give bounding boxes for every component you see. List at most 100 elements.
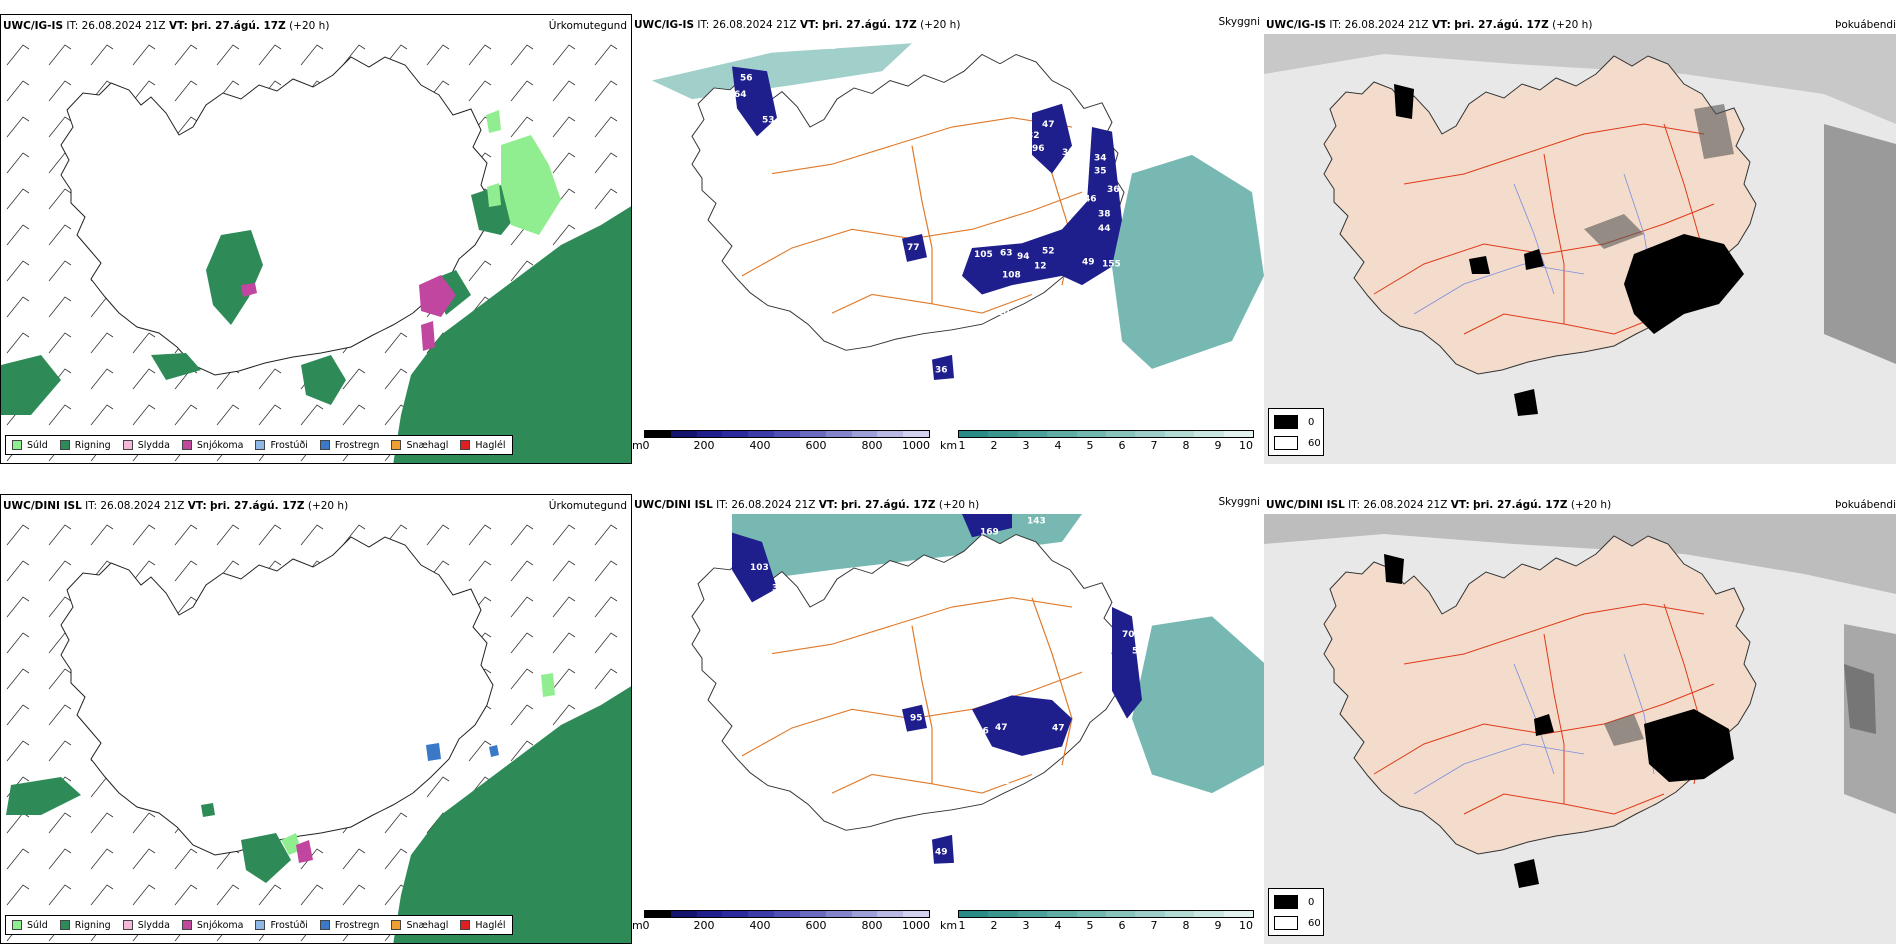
vis-label: 10 xyxy=(997,308,1010,318)
colorbar-segment xyxy=(1194,431,1224,437)
ceiling-colorbar: m 0 200 400 600 800 1000 xyxy=(632,430,932,460)
colorbar-segment xyxy=(1106,911,1136,917)
vis-label: 53 xyxy=(762,116,775,126)
vis-label: 47 xyxy=(1052,724,1065,734)
colorbar-segment xyxy=(959,911,989,917)
visibility-panel-bottom: UWC/DINI ISL IT: 26.08.2024 21Z VT: þri.… xyxy=(632,494,1264,944)
vis-label: 52 xyxy=(1042,247,1055,257)
colorbar-segment xyxy=(645,431,671,437)
vis-label: 44 xyxy=(1098,224,1111,234)
opacity-panel-bottom: UWC/DINI ISL IT: 26.08.2024 21Z VT: þri.… xyxy=(1264,494,1900,944)
colorbar-segment xyxy=(1164,911,1195,917)
colorbar-segment xyxy=(670,431,697,437)
panel-header: UWC/DINI ISL IT: 26.08.2024 21Z VT: þri.… xyxy=(3,500,349,512)
colorbar-segment xyxy=(1017,431,1048,437)
vis-label: 51 xyxy=(997,777,1010,787)
legend-swatch xyxy=(122,440,133,450)
panel-title: Þokuábendi xyxy=(1835,19,1896,31)
legend-item: Snæhagl xyxy=(391,440,448,451)
ceiling-colorbar: m 0 200 400 600 800 1000 xyxy=(632,910,932,940)
legend-item: Frostúði xyxy=(255,440,308,451)
legend-swatch xyxy=(319,440,330,450)
legend-swatch xyxy=(59,920,70,930)
legend-item: 60 xyxy=(1274,916,1321,930)
legend-swatch xyxy=(1274,916,1298,930)
precip-map xyxy=(1,35,631,463)
legend-item: Frostúði xyxy=(255,920,308,931)
colorbar-segment xyxy=(696,911,723,917)
legend-swatch xyxy=(1274,436,1298,450)
legend-item: 0 xyxy=(1274,895,1314,909)
legend-swatch xyxy=(12,440,22,450)
colorbar-segment xyxy=(851,911,878,917)
colorbar-segment xyxy=(748,911,775,917)
panel-title: Úrkomutegund xyxy=(548,500,627,512)
precip-panel-bottom: UWC/DINI ISL IT: 26.08.2024 21Z VT: þri.… xyxy=(0,494,632,944)
colorbar-segment xyxy=(645,911,671,917)
colorbar-segment xyxy=(988,911,1018,917)
precip-panel-top: UWC/IG-IS IT: 26.08.2024 21Z VT: þri. 27… xyxy=(0,14,632,464)
legend-item: Frostregn xyxy=(319,440,379,451)
vis-label: 64 xyxy=(734,91,747,101)
legend-swatch xyxy=(12,920,22,930)
vis-label: 47 xyxy=(995,723,1008,733)
vis-label: 155 xyxy=(1102,260,1121,270)
vis-label: 53 xyxy=(1134,630,1147,640)
visibility-panel-top: UWC/IG-IS IT: 26.08.2024 21Z VT: þri. 27… xyxy=(632,14,1264,464)
vis-label: 49 xyxy=(1082,258,1095,268)
colorbar-segment xyxy=(696,431,723,437)
panel-title: Skyggni xyxy=(1218,16,1261,28)
legend-swatch xyxy=(391,920,402,930)
vis-label: 32 xyxy=(1027,131,1040,141)
vis-label: 47 xyxy=(1042,120,1055,130)
opacity-map xyxy=(1264,514,1896,944)
vis-label: 77 xyxy=(907,243,920,253)
colorbar-segment xyxy=(1135,431,1165,437)
colorbar-segment xyxy=(1076,431,1107,437)
colorbar-segment xyxy=(988,431,1018,437)
vis-label: 46 xyxy=(1084,195,1097,205)
colorbar-segment xyxy=(1223,911,1254,917)
vis-label: 33 xyxy=(1062,148,1075,158)
vis-label: 38 xyxy=(1098,210,1111,220)
panel-header: UWC/IG-IS IT: 26.08.2024 21Z VT: þri. 27… xyxy=(1266,19,1593,31)
legend-swatch xyxy=(122,920,133,930)
visibility-colorbar: km 1 2 3 4 5 6 7 8 9 10 xyxy=(940,430,1256,460)
colorbar-segment xyxy=(903,911,929,917)
colorbar-segment xyxy=(774,911,800,917)
visibility-map: 169 143 131 103 30 75 70 53 55 95 116 47… xyxy=(632,514,1264,914)
legend-item: Snjókoma xyxy=(181,440,243,451)
colorbar-segment xyxy=(1017,911,1048,917)
colorbar-segment xyxy=(722,911,749,917)
vis-label: 36 xyxy=(935,366,948,376)
legend-item: Súld xyxy=(12,440,48,451)
colorbar-segment xyxy=(1194,911,1224,917)
legend-item: 60 xyxy=(1274,436,1321,450)
legend-item: Slydda xyxy=(122,920,170,931)
colorbar-segment xyxy=(748,431,775,437)
panel-header: UWC/DINI ISL IT: 26.08.2024 21Z VT: þri.… xyxy=(1266,499,1612,511)
legend-item: Rigning xyxy=(59,440,111,451)
vis-label: 94 xyxy=(1017,252,1030,262)
colorbar-segment xyxy=(670,911,697,917)
colorbar-segment xyxy=(877,911,904,917)
vis-label: 55 xyxy=(1132,647,1145,657)
legend-swatch xyxy=(181,920,192,930)
vis-label: 103 xyxy=(750,563,769,573)
legend-item: Rigning xyxy=(59,920,111,931)
precip-legend: Súld Rigning Slydda Snjókoma Frostúði Fr… xyxy=(5,915,513,935)
vis-label: 131 xyxy=(1080,514,1099,521)
vis-label: 34 xyxy=(1094,154,1107,164)
panel-title: Skyggni xyxy=(1218,496,1261,508)
vis-label: 12 xyxy=(1034,262,1047,272)
legend-swatch xyxy=(460,920,471,930)
colorbar-segment xyxy=(825,431,852,437)
legend-item: Frostregn xyxy=(319,920,379,931)
vis-label: 36 xyxy=(1107,185,1120,195)
colorbar-segment xyxy=(1106,431,1136,437)
vis-label: 35 xyxy=(1094,167,1107,177)
colorbar-segment xyxy=(1135,911,1165,917)
colorbar-segment xyxy=(1164,431,1195,437)
panel-title: Úrkomutegund xyxy=(548,20,627,32)
legend-item: Haglél xyxy=(460,440,506,451)
